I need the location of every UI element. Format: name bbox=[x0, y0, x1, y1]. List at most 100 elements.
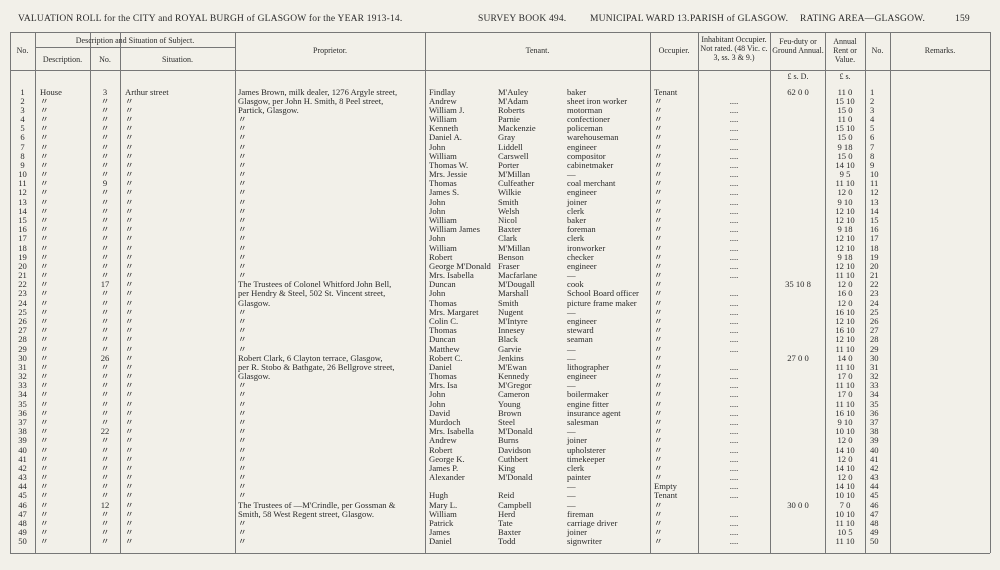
proprietor: 〃 bbox=[238, 472, 247, 483]
annual-rent: 12 10 bbox=[835, 205, 855, 216]
proprietor: Robert Clark, 6 Clayton terrace, Glasgow… bbox=[238, 352, 383, 363]
occupier: 〃 bbox=[654, 380, 663, 391]
annual-rent: 11 10 bbox=[835, 178, 855, 189]
header-part: 159 bbox=[955, 14, 970, 24]
situation: 〃 bbox=[125, 196, 134, 207]
column-header: No. bbox=[16, 46, 29, 55]
tenant-surname: Smith bbox=[498, 196, 519, 207]
house-number: 〃 bbox=[100, 416, 110, 427]
row-number: 22 bbox=[18, 279, 27, 290]
inhabitant: .... bbox=[729, 114, 739, 125]
situation: 〃 bbox=[125, 95, 134, 106]
column-rule bbox=[770, 32, 771, 553]
occupation: — bbox=[567, 270, 576, 281]
occupier: 〃 bbox=[654, 435, 663, 446]
house-number: 〃 bbox=[100, 288, 110, 299]
house-number: 〃 bbox=[100, 104, 110, 115]
inhabitant: .... bbox=[729, 371, 739, 382]
occupier: 〃 bbox=[654, 517, 663, 528]
description: 〃 bbox=[40, 371, 49, 382]
occupier: 〃 bbox=[654, 178, 663, 189]
row-number: 2 bbox=[20, 95, 25, 106]
proprietor: 〃 bbox=[238, 141, 247, 152]
inhabitant: .... bbox=[729, 334, 739, 345]
row-number: 18 bbox=[870, 242, 879, 253]
occupation: School Board officer bbox=[567, 288, 639, 299]
row-number: 19 bbox=[870, 251, 879, 262]
column-header: Annual Rent or Value. bbox=[833, 37, 857, 64]
tenant-first-name: John bbox=[429, 233, 446, 244]
row-number: 44 bbox=[870, 481, 879, 492]
inhabitant: .... bbox=[729, 517, 739, 528]
inhabitant: .... bbox=[729, 224, 739, 235]
row-number: 6 bbox=[20, 132, 25, 143]
inhabitant: .... bbox=[729, 435, 739, 446]
annual-rent: 16 0 bbox=[837, 288, 853, 299]
description: 〃 bbox=[40, 288, 49, 299]
tenant-first-name: Thomas bbox=[429, 297, 457, 308]
tenant-surname: Burns bbox=[498, 435, 519, 446]
feu-duty: 30 0 0 bbox=[787, 499, 809, 510]
occupier: 〃 bbox=[654, 215, 663, 226]
proprietor: 〃 bbox=[238, 536, 247, 547]
tenant-first-name: Thomas W. bbox=[429, 159, 469, 170]
annual-rent: 15 10 bbox=[835, 95, 855, 106]
tenant-surname: Porter bbox=[498, 159, 520, 170]
situation: 〃 bbox=[125, 123, 134, 134]
inhabitant: .... bbox=[729, 316, 739, 326]
row-number: 13 bbox=[18, 196, 27, 207]
tenant-first-name: Duncan bbox=[429, 334, 456, 345]
occupation: baker bbox=[567, 86, 587, 97]
row-number: 15 bbox=[870, 215, 879, 226]
occupier: 〃 bbox=[654, 508, 663, 519]
tenant-first-name: William bbox=[429, 150, 457, 161]
occupier: 〃 bbox=[654, 242, 663, 253]
description: 〃 bbox=[40, 325, 49, 336]
annual-rent: 10 10 bbox=[835, 508, 855, 519]
annual-rent: 12 10 bbox=[835, 316, 855, 326]
row-number: 40 bbox=[870, 444, 879, 455]
house-number: 26 bbox=[100, 352, 110, 363]
description: 〃 bbox=[40, 187, 49, 198]
occupier: 〃 bbox=[654, 407, 663, 418]
occupier: 〃 bbox=[654, 279, 663, 290]
description: 〃 bbox=[40, 242, 49, 253]
row-number: 43 bbox=[870, 472, 879, 483]
tenant-first-name: Mrs. Margaret bbox=[429, 306, 479, 317]
house-number: 〃 bbox=[100, 361, 110, 372]
row-number: 22 bbox=[870, 279, 879, 290]
tenant-first-name: Mary L. bbox=[429, 499, 458, 510]
proprietor: 〃 bbox=[238, 196, 247, 207]
tenant-first-name: Alexander bbox=[429, 472, 465, 483]
row-number: 16 bbox=[870, 224, 879, 235]
situation: 〃 bbox=[125, 270, 134, 281]
occupier: 〃 bbox=[654, 316, 663, 326]
inhabitant: .... bbox=[729, 178, 739, 189]
row-number: 9 bbox=[870, 159, 875, 170]
inhabitant: .... bbox=[729, 527, 739, 538]
tenant-first-name: Thomas bbox=[429, 325, 457, 336]
occupier: 〃 bbox=[654, 297, 663, 308]
proprietor: 〃 bbox=[238, 150, 247, 161]
occupier: 〃 bbox=[654, 114, 663, 125]
row-number: 35 bbox=[870, 398, 879, 409]
proprietor: 〃 bbox=[238, 389, 247, 400]
occupation: engineer bbox=[567, 141, 597, 152]
house-number: 〃 bbox=[100, 159, 110, 170]
inhabitant: .... bbox=[729, 444, 739, 455]
tenant-surname: Cameron bbox=[498, 389, 530, 400]
occupation: warehouseman bbox=[567, 132, 619, 143]
occupier: 〃 bbox=[654, 196, 663, 207]
column-header: Situation. bbox=[162, 55, 193, 64]
occupation: ironworker bbox=[567, 242, 606, 253]
row-number: 44 bbox=[18, 481, 27, 492]
row-number: 28 bbox=[870, 334, 879, 345]
tenant-first-name: John bbox=[429, 398, 446, 409]
occupation: baker bbox=[567, 215, 587, 226]
situation: 〃 bbox=[125, 132, 134, 143]
tenant-first-name: Murdoch bbox=[429, 416, 461, 427]
proprietor: 〃 bbox=[238, 435, 247, 446]
inhabitant: .... bbox=[729, 187, 739, 198]
row-number: 3 bbox=[870, 104, 875, 115]
occupation: — bbox=[567, 306, 576, 317]
